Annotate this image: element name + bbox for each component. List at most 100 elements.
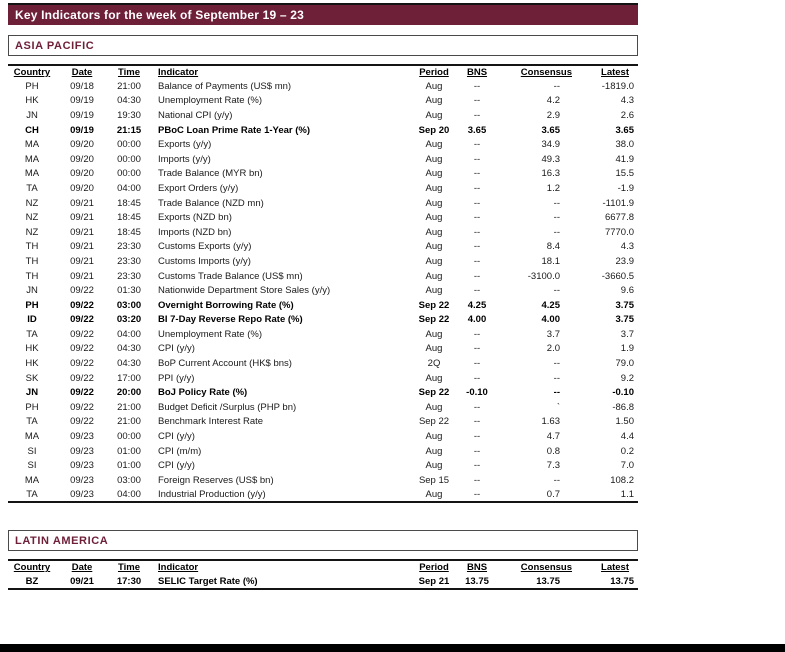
cell-indicator: CPI (m/m) <box>158 445 202 457</box>
column-header-latest: Latest <box>601 562 629 574</box>
table-row: PH 09/22 21:00 Budget Deficit /Surplus (PHP… <box>8 400 638 415</box>
cell-date: 09/21 <box>70 226 94 238</box>
footer-bar <box>0 644 785 652</box>
cell-consensus: 3.65 <box>541 124 561 136</box>
cell-period: Sep 21 <box>418 575 450 587</box>
cell-period: Aug <box>425 168 443 180</box>
cell-indicator: Nationwide Department Store Sales (y/y) <box>158 285 331 297</box>
cell-latest: 9.6 <box>620 285 634 297</box>
table-row: BZ 09/21 17:30 SELIC Target Rate (%) Sep 21 1… <box>8 574 638 589</box>
table-row: MA 09/20 00:00 Trade Balance (MYR bn) Aug -- 1… <box>8 167 638 182</box>
cell-country: MA <box>24 431 40 443</box>
cell-consensus: 7.3 <box>546 460 560 472</box>
cell-period: Aug <box>425 241 443 253</box>
cell-time: 04:30 <box>117 95 141 107</box>
table-header-row: Country Date Time Indicator Period BNS Consens… <box>8 65 638 79</box>
cell-bns: 4.00 <box>467 314 487 326</box>
cell-time: 03:00 <box>117 474 141 486</box>
cell-date: 09/22 <box>70 328 94 340</box>
cell-country: HK <box>25 343 39 355</box>
cell-time: 04:30 <box>117 343 141 355</box>
cell-time: 21:00 <box>117 416 141 428</box>
cell-indicator: Imports (NZD bn) <box>158 226 232 238</box>
cell-consensus: 0.8 <box>546 445 560 457</box>
cell-bns: -- <box>473 285 481 297</box>
cell-indicator: SELIC Target Rate (%) <box>158 575 258 587</box>
cell-country: NZ <box>25 212 39 224</box>
cell-date: 09/23 <box>70 474 94 486</box>
cell-indicator: Trade Balance (NZD mn) <box>158 197 264 209</box>
cell-latest: 1.9 <box>620 343 634 355</box>
cell-consensus: -- <box>553 212 560 224</box>
cell-bns: -- <box>473 270 481 282</box>
cell-latest: -86.8 <box>612 401 634 413</box>
cell-latest: -1.9 <box>617 182 634 194</box>
cell-latest: 108.2 <box>610 474 634 486</box>
cell-country: TA <box>26 416 38 428</box>
cell-consensus: 1.63 <box>541 416 561 428</box>
cell-indicator: National CPI (y/y) <box>158 109 233 121</box>
table-row: JN 09/19 19:30 National CPI (y/y) Aug -- 2.9 2.… <box>8 108 638 123</box>
cell-consensus: -- <box>553 474 560 486</box>
cell-indicator: Exports (NZD bn) <box>158 212 232 224</box>
cell-country: ID <box>27 314 37 326</box>
cell-date: 09/21 <box>70 575 94 587</box>
table-row: TH 09/21 23:30 Customs Trade Balance (US$ m… <box>8 269 638 284</box>
cell-latest: 7.0 <box>620 460 634 472</box>
cell-country: SI <box>27 445 37 457</box>
cell-time: 04:00 <box>117 488 141 500</box>
cell-consensus: -- <box>553 80 560 92</box>
cell-consensus: -- <box>553 358 560 370</box>
cell-period: Aug <box>425 226 443 238</box>
cell-period: Aug <box>425 343 443 355</box>
cell-consensus: 4.00 <box>541 314 561 326</box>
cell-consensus: -- <box>553 372 560 384</box>
table-row: HK 09/22 04:30 BoP Current Account (HK$ bns… <box>8 356 638 371</box>
column-header-indicator: Indicator <box>158 562 199 574</box>
cell-indicator: CPI (y/y) <box>158 431 195 443</box>
cell-latest: 6677.8 <box>604 212 634 224</box>
cell-bns: -- <box>473 226 481 238</box>
cell-period: Aug <box>425 431 443 443</box>
cell-latest: 15.5 <box>615 168 635 180</box>
cell-country: PH <box>25 401 39 413</box>
cell-latest: -0.10 <box>612 387 634 399</box>
table-row: JN 09/22 01:30 Nationwide Department Store … <box>8 283 638 298</box>
cell-date: 09/22 <box>70 401 94 413</box>
cell-indicator: PPI (y/y) <box>158 372 195 384</box>
cell-latest: -3660.5 <box>601 270 634 282</box>
cell-date: 09/21 <box>70 212 94 224</box>
cell-consensus: -- <box>553 226 560 238</box>
cell-country: TH <box>25 270 39 282</box>
cell-period: Aug <box>425 80 443 92</box>
cell-bns: -- <box>473 431 481 443</box>
cell-latest: 4.3 <box>620 241 634 253</box>
cell-time: 21:15 <box>116 124 142 136</box>
cell-time: 04:30 <box>117 358 141 370</box>
cell-latest: 9.2 <box>620 372 634 384</box>
cell-bns: -- <box>473 241 481 253</box>
cell-consensus: 2.0 <box>546 343 560 355</box>
cell-consensus: 4.25 <box>541 299 561 311</box>
cell-period: Aug <box>425 401 443 413</box>
cell-bns: -- <box>473 460 481 472</box>
indicators-table-latin-america: Country Date Time Indicator Period BNS Consens… <box>8 559 638 590</box>
page-title-bar: Key Indicators for the week of September… <box>8 3 638 25</box>
cell-date: 09/20 <box>70 182 94 194</box>
table-row: TA 09/22 21:00 Benchmark Interest Rate Sep 2… <box>8 415 638 430</box>
table-row: NZ 09/21 18:45 Trade Balance (NZD mn) Aug -- -… <box>8 196 638 211</box>
cell-consensus: -- <box>553 387 560 399</box>
table-row: PH 09/22 03:00 Overnight Borrowing Rate (%)… <box>8 298 638 313</box>
cell-consensus: -3100.0 <box>527 270 560 282</box>
cell-country: MA <box>24 139 40 151</box>
cell-latest: 3.75 <box>615 314 635 326</box>
cell-country: MA <box>24 168 40 180</box>
cell-period: Sep 22 <box>418 387 450 399</box>
cell-consensus: 49.3 <box>541 153 561 165</box>
table-row: MA 09/23 03:00 Foreign Reserves (US$ bn) Sep… <box>8 473 638 488</box>
cell-latest: 4.4 <box>620 431 634 443</box>
cell-period: Aug <box>425 95 443 107</box>
cell-country: PH <box>25 80 39 92</box>
cell-country: BZ <box>25 575 39 587</box>
column-header-date: Date <box>71 67 93 78</box>
